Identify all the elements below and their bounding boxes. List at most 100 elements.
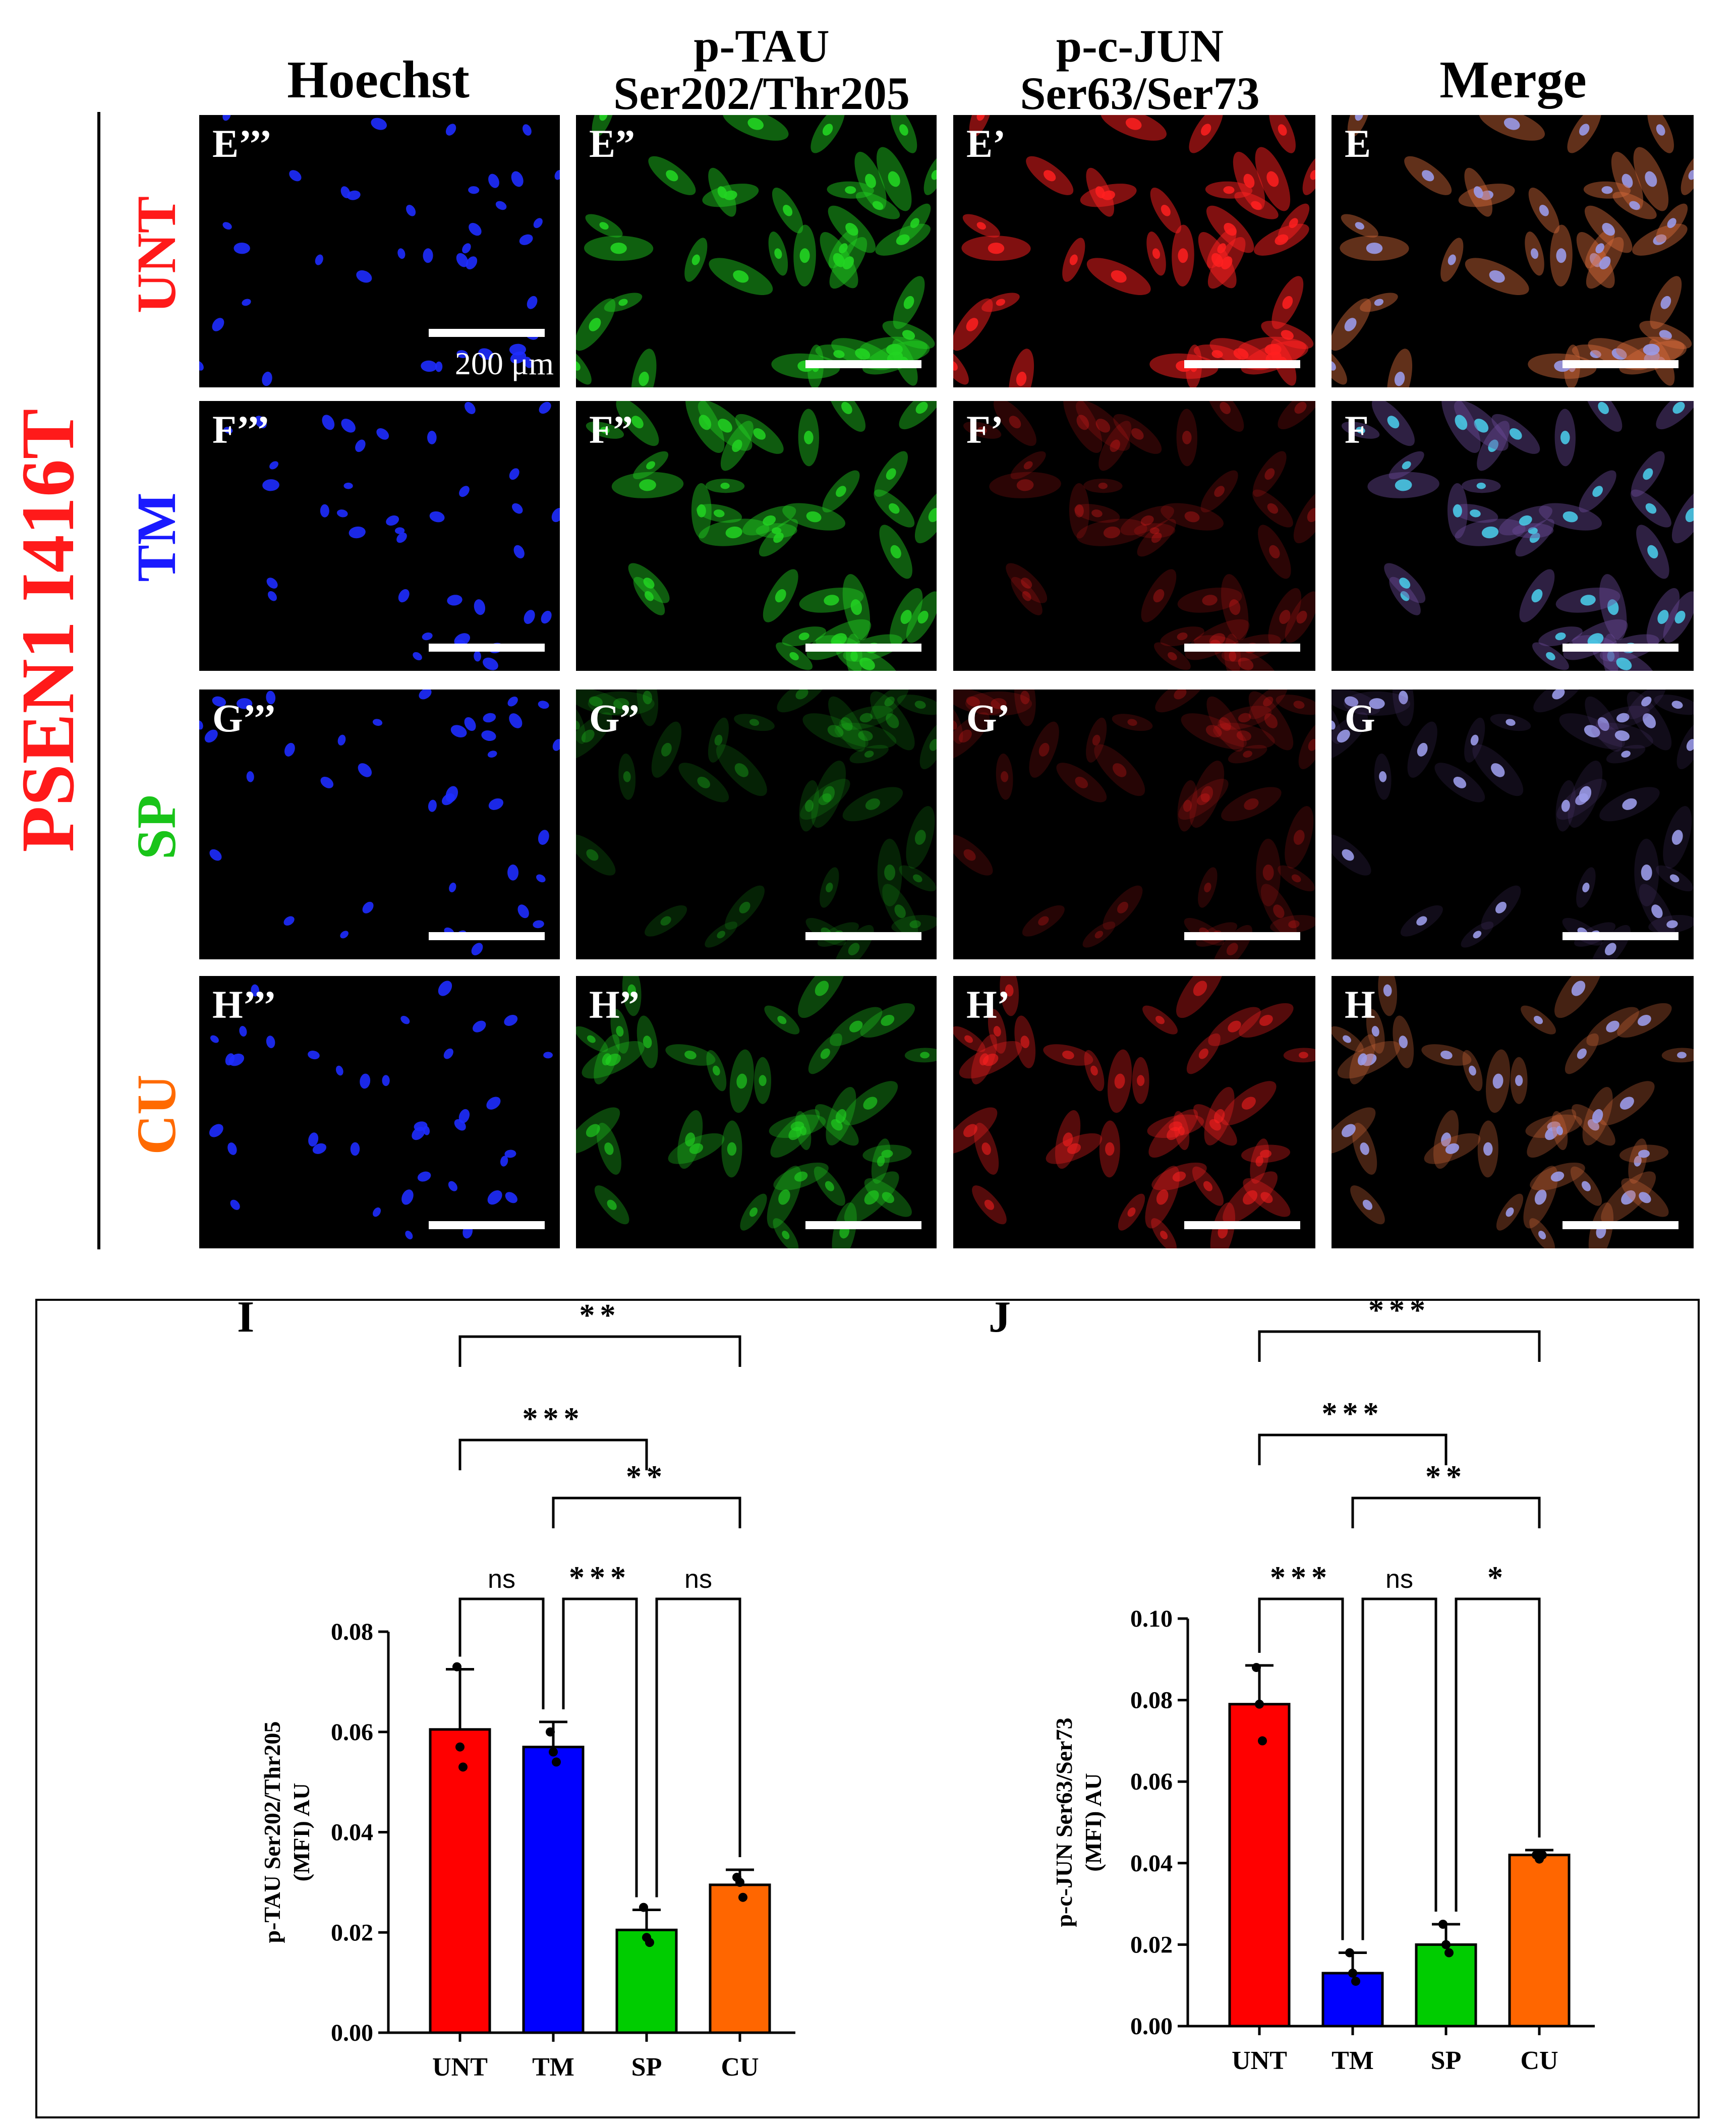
micrograph-image: [576, 115, 937, 387]
significance-bracket: [1258, 1433, 1448, 1465]
scale-bar-label: 200 μm: [454, 346, 554, 381]
micrograph-image: [953, 115, 1315, 387]
scale-bar: [1563, 644, 1679, 652]
micrograph-image: [199, 115, 560, 386]
data-point: [1538, 1850, 1547, 1860]
data-point: [1444, 1948, 1454, 1958]
scale-bar: [1184, 644, 1300, 652]
micrograph-panel: H: [1332, 976, 1694, 1248]
x-tick-label: UNT: [1232, 2046, 1287, 2075]
micrograph-panel: G”: [576, 689, 937, 959]
y-tick-label: 0.04: [331, 1819, 373, 1846]
panel-letter: J: [989, 1293, 1011, 1342]
data-point: [1351, 1977, 1360, 1986]
micrograph-image: [953, 976, 1315, 1248]
header-pcjun: p-c-JUN Ser63/Ser73: [948, 20, 1332, 119]
data-point: [1438, 1920, 1448, 1929]
charts-box: [35, 1299, 1700, 2118]
scale-bar: [805, 932, 921, 940]
significance-bracket: [1258, 1597, 1344, 1940]
panel-label: G’: [966, 696, 1010, 740]
significance-label: ***: [1368, 1293, 1430, 1328]
data-point: [452, 1662, 461, 1672]
data-point: [549, 1747, 558, 1757]
significance-bracket: [1351, 1497, 1541, 1528]
significance-bracket: [1455, 1597, 1541, 1912]
panel-label: E’: [966, 122, 1006, 165]
bar-unt: [429, 1728, 491, 2034]
data-point: [738, 1892, 747, 1902]
micrograph-image: [199, 689, 560, 956]
header-merge: Merge: [1439, 50, 1587, 109]
micrograph-image: [576, 976, 937, 1248]
y-tick-label: 0.06: [331, 1719, 373, 1746]
panel-label: H’’’: [212, 983, 277, 1026]
y-axis-label: p-TAU Ser202/Thr205: [259, 1721, 285, 1943]
significance-bracket: [562, 1597, 638, 1898]
scale-bar: [1563, 360, 1679, 368]
panel-label: G”: [589, 696, 640, 740]
scale-bar: [429, 932, 545, 940]
micrograph-panel: H’: [953, 976, 1315, 1248]
panel-label: H”: [589, 983, 640, 1026]
micrograph-panel: F”: [576, 401, 937, 671]
panel-label: E”: [589, 122, 635, 165]
panel-label: G’’’: [212, 696, 277, 740]
significance-bracket: [458, 1439, 648, 1470]
significance-bracket: [655, 1597, 741, 1898]
panel-label: F: [1345, 408, 1369, 451]
scale-bar: [805, 360, 921, 368]
x-tick-label: TM: [1332, 2046, 1374, 2075]
data-point: [1252, 1662, 1261, 1672]
data-point: [1258, 1736, 1267, 1746]
significance-bracket: [552, 1497, 741, 1528]
panel-label: E: [1345, 122, 1371, 165]
micrograph-image: [1332, 976, 1694, 1248]
y-tick-label: 0.06: [1130, 1768, 1173, 1795]
y-tick-label: 0.02: [1130, 1931, 1173, 1958]
micrograph-panel: E”: [576, 115, 937, 387]
panel-label: F’’’: [212, 408, 270, 451]
significance-label: ns: [684, 1565, 712, 1594]
panel-label: F”: [589, 408, 633, 451]
scale-bar: [805, 644, 921, 652]
micrograph-panel: E’: [953, 115, 1315, 387]
header-ptau: p-TAU Ser202/Thr205: [570, 22, 953, 118]
y-tick-label: 0.08: [1130, 1687, 1173, 1714]
x-tick-label: SP: [631, 2053, 662, 2082]
micrograph-image: [209, 981, 553, 1240]
header-pcjun-line2: Ser63/Ser73: [1020, 67, 1260, 119]
data-point: [1345, 1948, 1354, 1958]
micrograph-panel: H’’’: [199, 976, 560, 1248]
panel-label: F’: [966, 408, 1004, 451]
y-axis-label: p-c-JUN Ser63/Ser73: [1051, 1717, 1077, 1927]
panel-label: E’’’: [212, 122, 272, 165]
micrograph-panel: E: [1332, 115, 1694, 387]
significance-label: ***: [1322, 1397, 1384, 1431]
x-tick-label: UNT: [432, 2053, 488, 2082]
micrograph-panel: E’’’ 200 μm: [199, 115, 560, 387]
scale-bar: [1184, 932, 1300, 940]
micrograph-image: [586, 401, 937, 671]
x-tick-label: SP: [1431, 2046, 1462, 2075]
data-point: [735, 1877, 744, 1887]
header-hoechst: Hoechst: [287, 50, 470, 109]
micrograph-image: [963, 401, 1315, 671]
data-point: [458, 1762, 468, 1772]
significance-label: **: [580, 1298, 621, 1333]
significance-label: ***: [523, 1402, 585, 1436]
data-point: [639, 1903, 648, 1912]
significance-label: *: [1487, 1561, 1508, 1595]
scale-bar: [429, 329, 545, 337]
micrograph-image: [223, 401, 560, 670]
data-point: [546, 1727, 555, 1737]
y-tick-label: 0.02: [331, 1919, 373, 1946]
panel-label: H: [1345, 983, 1375, 1026]
header-pcjun-line1: p-c-JUN: [1056, 20, 1224, 72]
panel-label: G: [1345, 696, 1375, 740]
significance-bracket: [1258, 1330, 1541, 1362]
micrograph-image: [953, 689, 1315, 959]
micrograph-image: [1342, 401, 1694, 671]
